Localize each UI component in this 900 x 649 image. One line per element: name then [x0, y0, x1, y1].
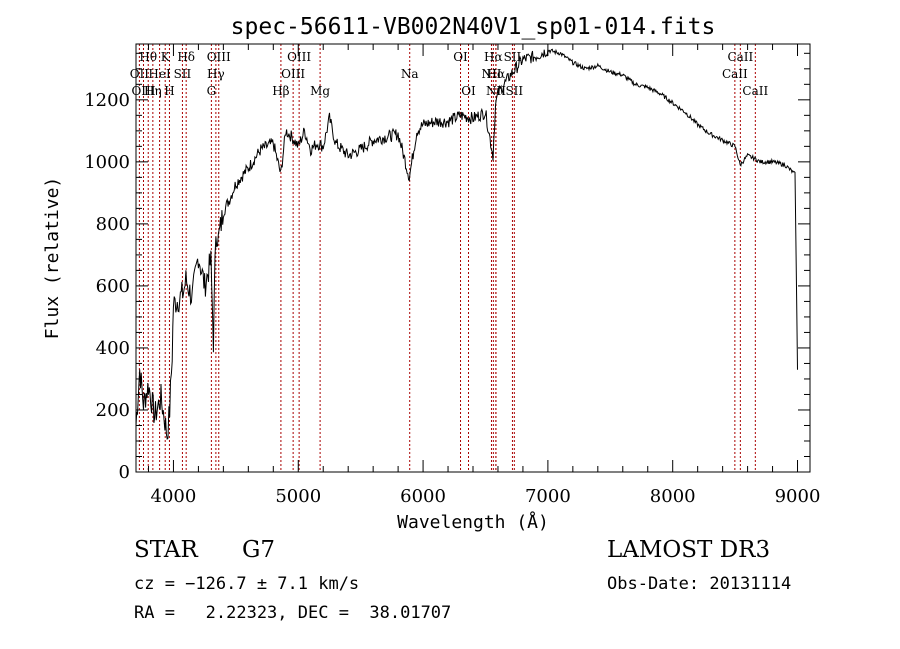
- marker-label-3: K: [161, 50, 171, 64]
- marker-label-21: NII: [481, 67, 501, 81]
- marker-label-0: Hθ: [139, 50, 157, 64]
- marker-label-22: Hα: [487, 67, 506, 81]
- marker-label-2: OIII: [131, 84, 155, 98]
- marker-label-27: CaII: [742, 84, 768, 98]
- marker-label-20: SII: [504, 50, 522, 64]
- emission-line-markers: [138, 44, 756, 472]
- y-axis-label: Flux (relative): [42, 177, 63, 340]
- marker-label-6: Hδ: [177, 50, 195, 64]
- y-tick-label-6: 1200: [84, 90, 130, 111]
- marker-label-4: HeI: [148, 67, 171, 81]
- y-tick-label-1: 200: [96, 400, 130, 421]
- marker-label-1: OII: [130, 67, 150, 81]
- x-tick-label-1: 5000: [275, 486, 321, 507]
- marker-label-12: OIII: [287, 50, 311, 64]
- marker-label-5: Hη: [144, 84, 162, 98]
- marker-label-15: Mg: [310, 84, 330, 98]
- marker-label-14: Hβ: [272, 84, 289, 98]
- x-axis-ticks: 4000 5000 6000 7000 8000 9000: [147, 44, 821, 507]
- object-subclass: G7: [242, 537, 276, 563]
- y-tick-label-3: 600: [96, 276, 130, 297]
- marker-label-10: Hγ: [207, 67, 225, 81]
- marker-label-13: OIII: [281, 67, 305, 81]
- marker-label-7: SII: [174, 67, 192, 81]
- marker-label-19: Hα: [484, 50, 503, 64]
- y-tick-label-0: 0: [119, 462, 130, 483]
- x-tick-label-5: 9000: [775, 486, 821, 507]
- obs-date: Obs-Date: 20131114: [607, 574, 792, 594]
- marker-label-9: OIII: [207, 50, 231, 64]
- x-tick-label-2: 6000: [400, 486, 446, 507]
- x-axis-label: Wavelength (Å): [397, 511, 549, 533]
- coordinates: RA = 2.22323, DEC = 38.01707: [134, 603, 452, 623]
- object-class: STAR: [134, 537, 198, 563]
- spectrum-line: [135, 48, 798, 441]
- chart-title: spec-56611-VB002N40V1_sp01-014.fits: [231, 14, 716, 40]
- x-tick-label-0: 4000: [151, 486, 197, 507]
- marker-label-8: H: [164, 84, 174, 98]
- marker-label-11: G: [207, 84, 217, 98]
- marker-label-18: OI: [461, 84, 476, 98]
- marker-label-25: CaII: [727, 50, 753, 64]
- y-tick-label-4: 800: [96, 214, 130, 235]
- y-tick-label-2: 400: [96, 338, 130, 359]
- x-tick-label-4: 8000: [650, 486, 696, 507]
- marker-label-23: NII: [486, 84, 506, 98]
- marker-label-26: CaII: [722, 67, 748, 81]
- marker-label-24: SII: [505, 84, 523, 98]
- y-axis-ticks: 0 200 400 600 800 1000 1200: [84, 52, 810, 483]
- survey-name: LAMOST DR3: [607, 537, 771, 563]
- marker-label-17: OI: [453, 50, 468, 64]
- x-tick-label-3: 7000: [525, 486, 571, 507]
- redshift-info: cz = −126.7 ± 7.1 km/s: [134, 574, 360, 594]
- y-tick-label-5: 1000: [84, 152, 130, 173]
- plot-frame: [135, 43, 811, 473]
- marker-label-16: Na: [401, 67, 419, 81]
